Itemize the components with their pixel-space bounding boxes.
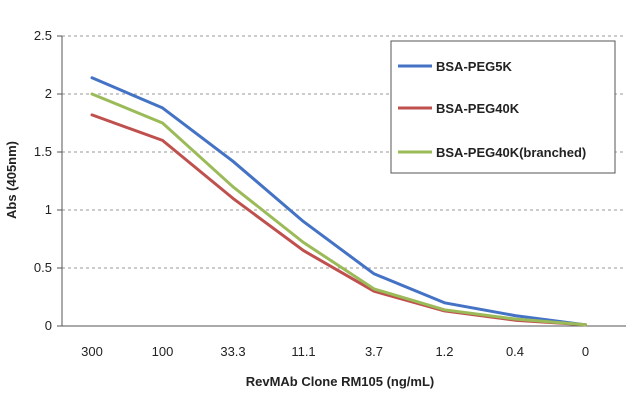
y-tick-label: 2.5 xyxy=(34,28,52,43)
y-tick-label: 1 xyxy=(45,202,52,217)
legend-label: BSA-PEG40K xyxy=(436,101,520,116)
x-tick-label: 300 xyxy=(81,344,103,359)
legend-items: BSA-PEG5K BSA-PEG40K BSA-PEG40K(branched) xyxy=(398,59,586,160)
y-tick-label: 1.5 xyxy=(34,144,52,159)
y-tick-label: 0 xyxy=(45,318,52,333)
legend-label: BSA-PEG40K(branched) xyxy=(436,145,586,160)
legend-label: BSA-PEG5K xyxy=(436,59,512,74)
y-tick-label: 2 xyxy=(45,86,52,101)
axes xyxy=(57,35,626,327)
x-axis-title: RevMAb Clone RM105 (ng/mL) xyxy=(246,374,435,389)
x-tick-label: 33.3 xyxy=(220,344,245,359)
x-tick-label: 3.7 xyxy=(365,344,383,359)
series-line-1 xyxy=(90,76,587,327)
x-tick-label: 100 xyxy=(152,344,174,359)
legend: BSA-PEG5K BSA-PEG40K BSA-PEG40K(branched) xyxy=(390,40,616,174)
y-tick-label: 0.5 xyxy=(34,260,52,275)
x-tick-label: 0.4 xyxy=(506,344,524,359)
x-tick-label: 0 xyxy=(582,344,589,359)
series-line-3 xyxy=(90,92,587,327)
series-lines xyxy=(90,76,587,327)
x-tick-label: 1.2 xyxy=(435,344,453,359)
y-axis-title: Abs (405nm) xyxy=(4,141,19,219)
x-tick-label: 11.1 xyxy=(291,344,315,359)
tick-labels: 0 0.5 1 1.5 2 2.5 300 100 33.3 11.1 3.7 1.2 0.4 0 xyxy=(34,28,589,359)
